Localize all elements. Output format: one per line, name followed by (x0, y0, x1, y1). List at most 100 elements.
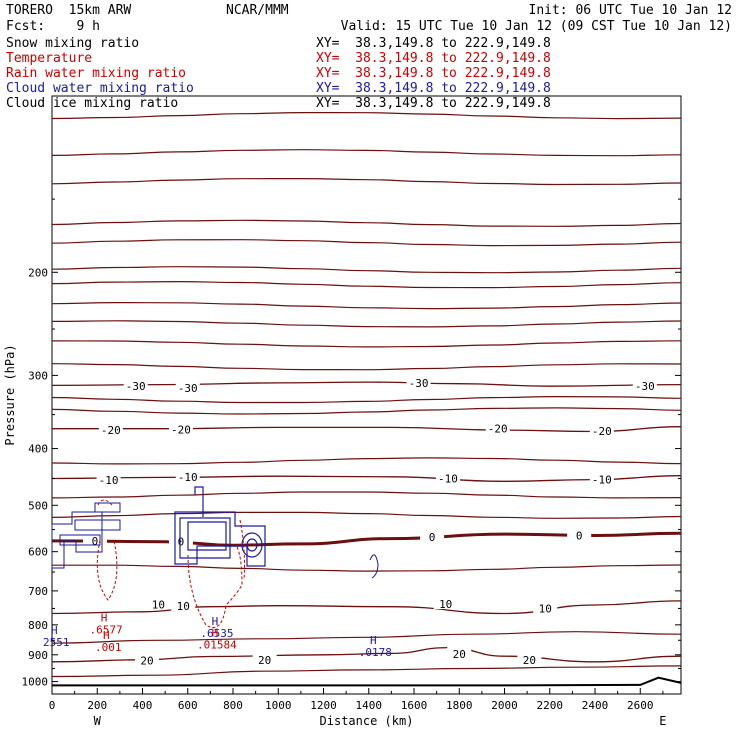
x-tick-label: 0 (49, 699, 56, 712)
isotherm-label-bg (447, 646, 472, 659)
isotherm-label: -20 (101, 424, 121, 437)
y-tick-label: 200 (28, 266, 48, 279)
x-axis-label: Distance (km) (320, 714, 414, 728)
cloud-water-contour (94, 502, 121, 513)
isotherm-label-bg (485, 421, 510, 434)
field-name: Cloud ice mixing ratio (6, 96, 179, 111)
isotherm-label: 10 (177, 600, 190, 613)
x-tick-label: 400 (133, 699, 153, 712)
cloud-water-contour (194, 486, 204, 517)
isotherm-line (51, 340, 682, 348)
max-value: .01584 (197, 639, 237, 652)
cloud-water-contour (187, 521, 227, 551)
isotherm-line (51, 665, 681, 678)
isotherm-line (51, 646, 682, 663)
isotherm-line (51, 177, 682, 186)
isotherm-label: 10 (439, 598, 452, 611)
max-marker: H (212, 615, 219, 628)
isotherm-label-bg (98, 423, 123, 436)
max-value: .6577 (89, 624, 122, 637)
cloud-water-contour (74, 519, 121, 531)
isotherm-label-bg (82, 533, 107, 546)
cloud-water-contour (369, 554, 379, 579)
field-xy: XY= 38.3,149.8 to 222.9,149.8 (316, 96, 551, 111)
isotherm-label-bg (632, 379, 657, 392)
max-marker: H (101, 612, 108, 625)
y-tick-label: 1000 (22, 676, 49, 689)
field-xy: XY= 38.3,149.8 to 222.9,149.8 (316, 51, 551, 66)
max-marker: H (103, 629, 110, 642)
forecast-hour: Fcst: 9 h (6, 19, 100, 34)
field-name: Snow mixing ratio (6, 36, 140, 51)
max-value: .001 (95, 641, 122, 654)
x-tick-label: 800 (223, 699, 243, 712)
isotherm-line (51, 280, 682, 289)
isotherm-label: 20 (140, 654, 153, 667)
isotherm-label: 20 (453, 648, 466, 661)
isotherm-label-bg (168, 422, 193, 435)
isotherm-label: -10 (99, 474, 119, 487)
field-name: Cloud water mixing ratio (6, 81, 194, 96)
x-tick-label: 1800 (446, 699, 473, 712)
isotherm-label-bg (252, 652, 277, 665)
cloud-water-contour (179, 517, 231, 559)
isotherm-label: -20 (171, 423, 191, 436)
max-value: .0178 (359, 646, 392, 659)
y-tick-label: 700 (28, 585, 48, 598)
isotherm-label-bg (517, 652, 542, 665)
isotherm-label-bg (589, 472, 614, 485)
max-value: 2551 (43, 636, 70, 649)
isotherm-line (51, 475, 682, 482)
isotherm-line (51, 395, 682, 404)
x-tick-label: 2600 (627, 699, 654, 712)
isotherm-label: -30 (126, 380, 146, 393)
isotherm-line (51, 149, 682, 157)
model-title: TORERO 15km ARW (6, 3, 132, 18)
isotherm-line (51, 381, 682, 387)
org-label: NCAR/MMM (226, 3, 289, 18)
isotherm-label-bg (406, 375, 431, 388)
max-marker: H (212, 627, 219, 640)
isotherm-label: 20 (523, 654, 536, 667)
isotherm-line (51, 426, 682, 433)
isotherm-line (51, 363, 682, 371)
cloud-water-contour (246, 538, 258, 552)
cloud-water-contour (241, 532, 263, 558)
init-time: Init: 06 UTC Tue 10 Jan 12 (528, 3, 733, 18)
field-xy: XY= 38.3,149.8 to 222.9,149.8 (316, 66, 551, 81)
plot-frame (51, 95, 682, 695)
isotherm-label: -10 (178, 471, 198, 484)
x-tick-label: 1200 (310, 699, 337, 712)
isotherm-label-bg (175, 469, 200, 482)
isotherm-label-bg (533, 601, 558, 614)
isotherm-line (51, 600, 682, 615)
valid-time: Valid: 15 UTC Tue 10 Jan 12 (09 CST Tue … (340, 19, 732, 34)
isotherm-label: -20 (488, 423, 508, 436)
isotherm-label-bg (96, 473, 121, 486)
x-tick-label: 200 (87, 699, 107, 712)
y-tick-label: 400 (28, 443, 48, 456)
isotherm-label: -10 (592, 474, 612, 487)
rain-water-contour (97, 499, 113, 506)
isotherm-label: -20 (592, 425, 612, 438)
x-tick-label: 2000 (491, 699, 518, 712)
isotherm-label: -30 (409, 377, 429, 390)
cloud-water-contour (59, 534, 101, 546)
isotherm-line (51, 301, 682, 310)
isotherm-line (51, 457, 682, 465)
isotherm-label: 0 (178, 535, 185, 548)
isotherm-label: -30 (178, 382, 198, 395)
isotherm-line (51, 266, 682, 274)
isotherm-line (51, 320, 682, 328)
isotherm-label: 0 (92, 535, 99, 548)
y-tick-label: 300 (28, 369, 48, 382)
x-tick-label: 1000 (265, 699, 292, 712)
isotherm-label-bg (171, 599, 196, 612)
max-value: .6535 (200, 627, 233, 640)
isotherm-label-bg (433, 596, 458, 609)
isotherm-label: 20 (258, 654, 271, 667)
isotherm-line (52, 564, 682, 572)
cloud-water-contour (51, 511, 103, 569)
isotherm-label: 0 (576, 529, 583, 542)
